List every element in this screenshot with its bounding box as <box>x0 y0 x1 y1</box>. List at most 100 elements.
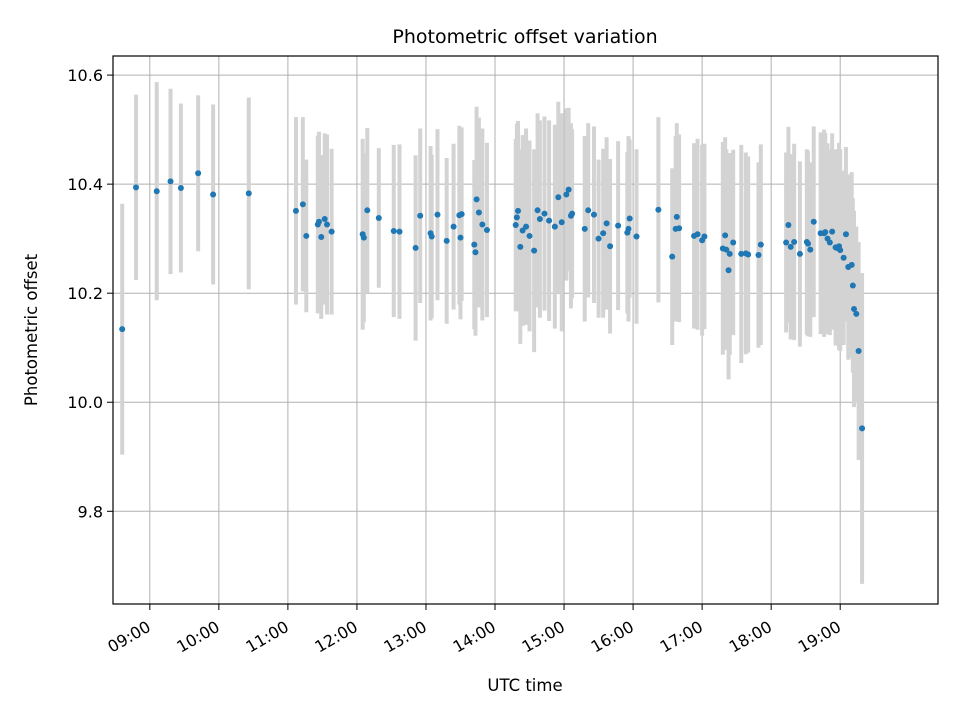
y-tick-label: 10.2 <box>67 284 103 303</box>
axes-frame <box>112 55 939 605</box>
data-point <box>472 249 479 256</box>
data-point <box>726 250 733 257</box>
data-point <box>153 188 160 195</box>
data-point <box>315 218 322 225</box>
data-point <box>849 282 856 289</box>
data-point <box>473 196 480 203</box>
data-point <box>796 250 803 257</box>
data-point <box>755 252 762 259</box>
data-point <box>607 243 614 250</box>
data-point <box>417 212 424 219</box>
data-point <box>585 207 592 214</box>
data-point <box>177 184 184 191</box>
data-point <box>745 251 752 258</box>
data-point <box>738 250 745 257</box>
data-point <box>676 225 683 232</box>
data-point <box>669 253 676 260</box>
data-point <box>853 310 860 317</box>
data-point <box>701 233 708 240</box>
data-point <box>483 226 490 233</box>
data-point <box>531 247 538 254</box>
data-points <box>119 170 866 432</box>
data-point <box>517 243 524 250</box>
data-point <box>600 230 607 237</box>
data-point <box>725 267 732 274</box>
data-point <box>318 234 325 241</box>
data-point <box>434 211 441 218</box>
data-point <box>558 219 565 226</box>
data-point <box>551 223 558 230</box>
data-point <box>694 231 701 238</box>
data-point <box>412 244 419 251</box>
data-point <box>119 326 126 333</box>
y-axis-label: Photometric offset <box>22 253 41 406</box>
data-point <box>633 233 640 240</box>
data-point <box>590 211 597 218</box>
data-point <box>826 239 833 246</box>
data-point <box>475 209 482 216</box>
data-point <box>458 211 465 218</box>
data-point <box>321 216 328 223</box>
data-point <box>390 228 397 235</box>
data-point <box>364 207 371 214</box>
data-point <box>563 191 570 198</box>
data-point <box>210 191 217 198</box>
data-point <box>837 247 844 254</box>
data-point <box>757 241 764 248</box>
data-point <box>450 223 457 230</box>
data-point <box>615 222 622 229</box>
data-point <box>785 222 792 229</box>
data-point <box>829 228 836 235</box>
data-point <box>299 201 306 208</box>
data-point <box>848 261 855 268</box>
data-point <box>526 232 533 239</box>
y-tick-label: 10.0 <box>67 393 103 412</box>
data-point <box>595 235 602 242</box>
data-point <box>851 306 858 313</box>
data-point <box>292 207 299 214</box>
data-point <box>722 232 729 239</box>
data-point <box>842 231 849 238</box>
data-point <box>167 178 174 185</box>
data-point <box>328 228 335 235</box>
data-point <box>625 225 632 232</box>
data-point <box>791 238 798 245</box>
data-point <box>565 186 572 193</box>
x-axis-label: UTC time <box>487 676 562 695</box>
data-point <box>513 214 520 221</box>
data-point <box>655 206 662 213</box>
data-point <box>471 241 478 248</box>
data-point <box>603 220 610 227</box>
data-point <box>360 234 367 241</box>
data-point <box>523 223 530 230</box>
data-point <box>855 347 862 354</box>
y-tick-label: 9.8 <box>78 502 103 521</box>
y-tick-label: 10.6 <box>67 66 103 85</box>
data-point <box>536 216 543 223</box>
data-point <box>541 210 548 217</box>
data-point <box>546 217 553 224</box>
data-point <box>375 214 382 221</box>
data-point <box>457 234 464 241</box>
data-point <box>859 425 866 432</box>
data-point <box>555 194 562 201</box>
data-point <box>245 190 252 197</box>
data-point <box>787 243 794 250</box>
data-point <box>723 246 730 253</box>
data-point <box>807 246 814 253</box>
data-point <box>519 227 526 234</box>
data-point <box>626 215 633 222</box>
data-point <box>512 222 519 229</box>
data-point <box>396 228 403 235</box>
data-point <box>783 239 790 246</box>
data-point <box>569 210 576 217</box>
data-point <box>324 221 331 228</box>
data-point <box>822 229 829 236</box>
data-point <box>673 213 680 220</box>
data-point <box>195 170 202 177</box>
data-point <box>515 207 522 214</box>
data-point <box>428 233 435 240</box>
data-point <box>810 218 817 225</box>
data-point <box>479 221 486 228</box>
